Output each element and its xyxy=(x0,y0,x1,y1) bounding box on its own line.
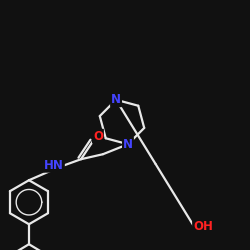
Text: OH: OH xyxy=(193,220,213,232)
Text: N: N xyxy=(111,93,121,106)
Text: HN: HN xyxy=(44,159,64,172)
Text: N: N xyxy=(123,138,133,151)
Text: O: O xyxy=(93,130,103,143)
